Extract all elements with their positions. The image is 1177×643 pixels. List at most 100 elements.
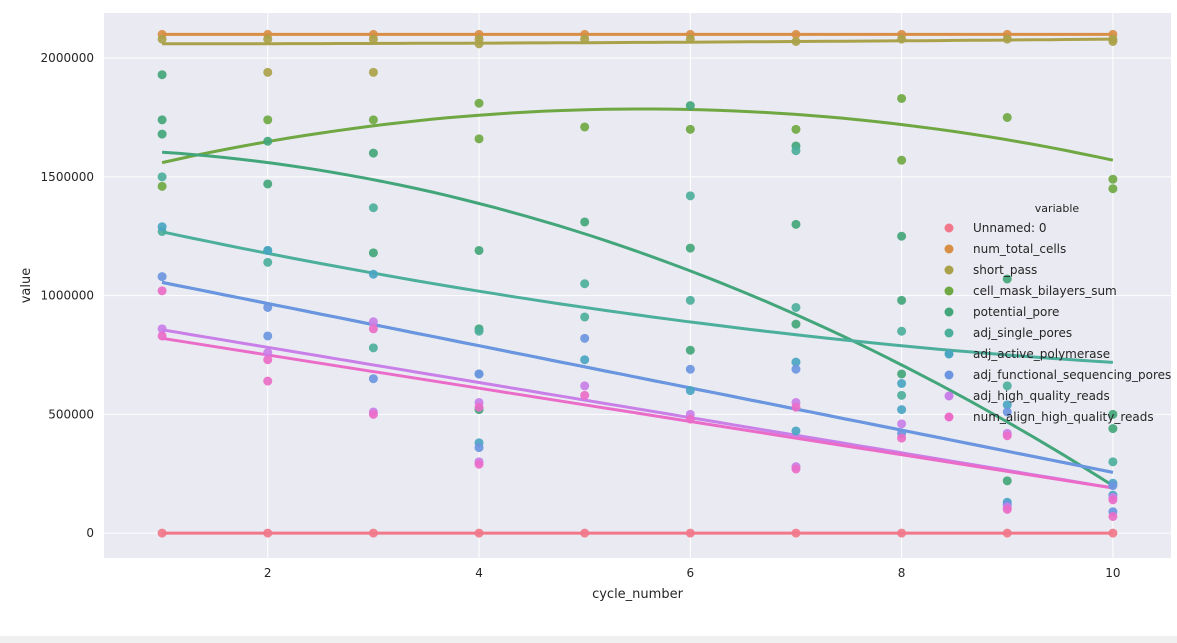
data-point: [685, 243, 695, 253]
data-point: [157, 528, 167, 538]
fit-line: [161, 336, 1114, 490]
data-point: [685, 34, 695, 44]
x-tick-label: 4: [475, 566, 483, 580]
data-point: [1002, 400, 1012, 410]
x-tick-label: 10: [1105, 566, 1120, 580]
legend-label: num_align_high_quality_reads: [973, 410, 1154, 424]
data-point: [580, 122, 590, 132]
data-point: [897, 231, 907, 241]
data-point: [157, 286, 167, 296]
legend-label: cell_mask_bilayers_sum: [973, 284, 1117, 298]
data-point: [1108, 174, 1118, 184]
legend-label: short_pass: [973, 263, 1037, 277]
data-point: [474, 369, 484, 379]
data-point: [157, 70, 167, 80]
data-point: [897, 295, 907, 305]
data-point: [791, 364, 801, 374]
data-point: [368, 67, 378, 77]
data-point: [1108, 495, 1118, 505]
data-points: [157, 29, 1118, 538]
legend-title: variable: [1035, 202, 1080, 215]
legend-label: potential_pore: [973, 305, 1059, 319]
data-point: [791, 319, 801, 329]
data-point: [580, 528, 590, 538]
legend-marker: [944, 244, 954, 254]
regression-lines: [161, 32, 1114, 535]
fit-line: [161, 107, 1114, 165]
data-point: [157, 181, 167, 191]
fit-line: [161, 230, 1113, 364]
legend-label: adj_single_pores: [973, 326, 1072, 340]
data-point: [580, 355, 590, 365]
data-point: [1002, 431, 1012, 441]
fit-line: [162, 37, 1113, 46]
data-point: [897, 433, 907, 443]
data-point: [474, 245, 484, 255]
data-point: [368, 269, 378, 279]
data-point: [791, 219, 801, 229]
data-point: [263, 257, 273, 267]
data-point: [1108, 184, 1118, 194]
data-point: [263, 136, 273, 146]
data-point: [685, 345, 695, 355]
data-point: [157, 115, 167, 125]
legend-label: adj_active_polymerase: [973, 347, 1110, 361]
data-point: [1108, 34, 1118, 44]
data-point: [157, 172, 167, 182]
data-point: [897, 390, 907, 400]
data-point: [157, 331, 167, 341]
y-tick-label: 0: [86, 526, 94, 540]
data-point: [368, 374, 378, 384]
data-point: [263, 331, 273, 341]
data-point: [368, 317, 378, 327]
y-axis-label: value: [19, 268, 34, 304]
fit-line: [161, 150, 1114, 487]
y-tick-label: 500000: [48, 407, 94, 421]
data-point: [368, 148, 378, 158]
data-point: [263, 115, 273, 125]
data-point: [580, 390, 590, 400]
data-point: [368, 528, 378, 538]
y-tick-label: 1000000: [41, 289, 94, 303]
data-point: [368, 115, 378, 125]
x-tick-label: 8: [898, 566, 906, 580]
data-point: [368, 343, 378, 353]
data-point: [1002, 112, 1012, 122]
data-point: [1108, 457, 1118, 467]
fit-line: [161, 280, 1114, 474]
data-point: [580, 34, 590, 44]
data-point: [685, 364, 695, 374]
data-point: [474, 528, 484, 538]
data-point: [580, 333, 590, 343]
data-point: [368, 248, 378, 258]
data-point: [1108, 511, 1118, 521]
data-point: [263, 245, 273, 255]
data-point: [474, 134, 484, 144]
data-point: [263, 67, 273, 77]
legend-label: adj_functional_sequencing_pores: [973, 368, 1171, 382]
data-point: [263, 34, 273, 44]
data-point: [580, 381, 590, 391]
legend-marker: [944, 391, 954, 401]
data-point: [685, 295, 695, 305]
data-point: [791, 302, 801, 312]
y-tick-label: 2000000: [41, 51, 94, 65]
data-point: [1002, 34, 1012, 44]
data-point: [685, 124, 695, 134]
data-point: [1002, 476, 1012, 486]
data-point: [685, 101, 695, 111]
x-axis-label: cycle_number: [592, 587, 683, 602]
data-point: [685, 191, 695, 201]
tick-labels: 2 4 6 8 10 0 500000 1000000 1500000 2000000: [41, 51, 1121, 580]
data-point: [791, 124, 801, 134]
data-point: [897, 369, 907, 379]
data-point: [474, 402, 484, 412]
data-point: [1108, 409, 1118, 419]
data-point: [897, 405, 907, 415]
data-point: [1002, 528, 1012, 538]
legend-marker: [944, 223, 954, 233]
legend-marker: [944, 328, 954, 338]
y-tick-label: 1500000: [41, 170, 94, 184]
data-point: [263, 355, 273, 365]
